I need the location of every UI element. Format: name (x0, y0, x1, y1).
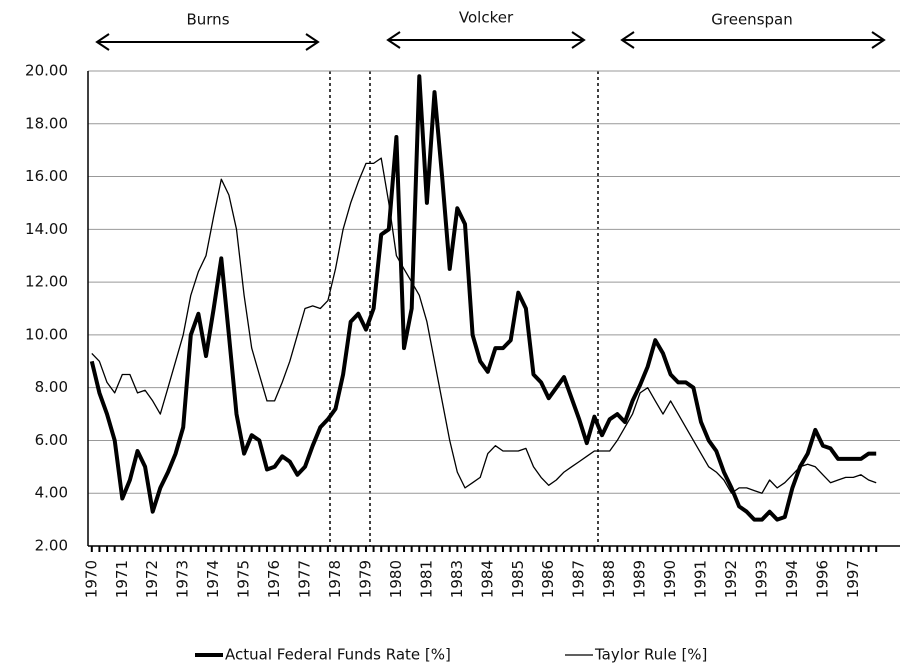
x-tick-label: 1978 (326, 560, 344, 598)
era-label: Burns (186, 11, 229, 29)
x-tick-label: 1987 (570, 560, 588, 598)
y-tick-label: 8.00 (35, 378, 68, 396)
y-tick-label: 16.00 (25, 167, 68, 185)
y-tick-label: 12.00 (25, 273, 68, 291)
y-tick-label: 6.00 (35, 431, 68, 449)
x-tick-label: 1973 (174, 560, 192, 598)
x-tick-label: 1996 (813, 560, 831, 598)
y-tick-label: 10.00 (25, 325, 68, 343)
x-tick-label: 1976 (265, 560, 283, 598)
x-tick-label: 1970 (82, 560, 100, 598)
y-tick-label: 2.00 (35, 537, 68, 555)
x-tick-label: 1994 (783, 560, 801, 598)
era-label: Volcker (459, 9, 514, 27)
y-tick-label: 20.00 (25, 62, 68, 80)
x-tick-label: 1985 (509, 560, 527, 598)
legend-label: Taylor Rule [%] (594, 646, 707, 664)
x-tick-label: 1972 (143, 560, 161, 598)
x-tick-label: 1997 (844, 560, 862, 598)
x-tick-label: 1983 (448, 560, 466, 598)
x-tick-label: 1975 (235, 560, 253, 598)
x-tick-label: 1991 (692, 560, 710, 598)
x-tick-label: 1984 (478, 560, 496, 598)
x-tick-label: 1993 (752, 560, 770, 598)
y-tick-label: 4.00 (35, 484, 68, 502)
y-tick-label: 18.00 (25, 114, 68, 132)
x-tick-label: 1992 (722, 560, 740, 598)
x-tick-label: 1974 (204, 560, 222, 598)
x-tick-label: 1990 (661, 560, 679, 598)
series-line (89, 74, 877, 522)
era-markers (329, 71, 599, 546)
legend-label: Actual Federal Funds Rate [%] (225, 646, 451, 664)
era-arrows (95, 31, 886, 51)
x-tick-label: 1977 (296, 560, 314, 598)
x-tick-label: 1988 (600, 560, 618, 598)
series-line (91, 157, 877, 494)
x-tick-label: 1971 (113, 560, 131, 598)
x-tick-label: 1981 (417, 560, 435, 598)
y-tick-label: 14.00 (25, 220, 68, 238)
x-tick-label: 1979 (356, 560, 374, 598)
x-tick-label: 1986 (539, 560, 557, 598)
era-label: Greenspan (711, 11, 792, 29)
x-tick-label: 1989 (631, 560, 649, 598)
x-tick-label: 1980 (387, 560, 405, 598)
